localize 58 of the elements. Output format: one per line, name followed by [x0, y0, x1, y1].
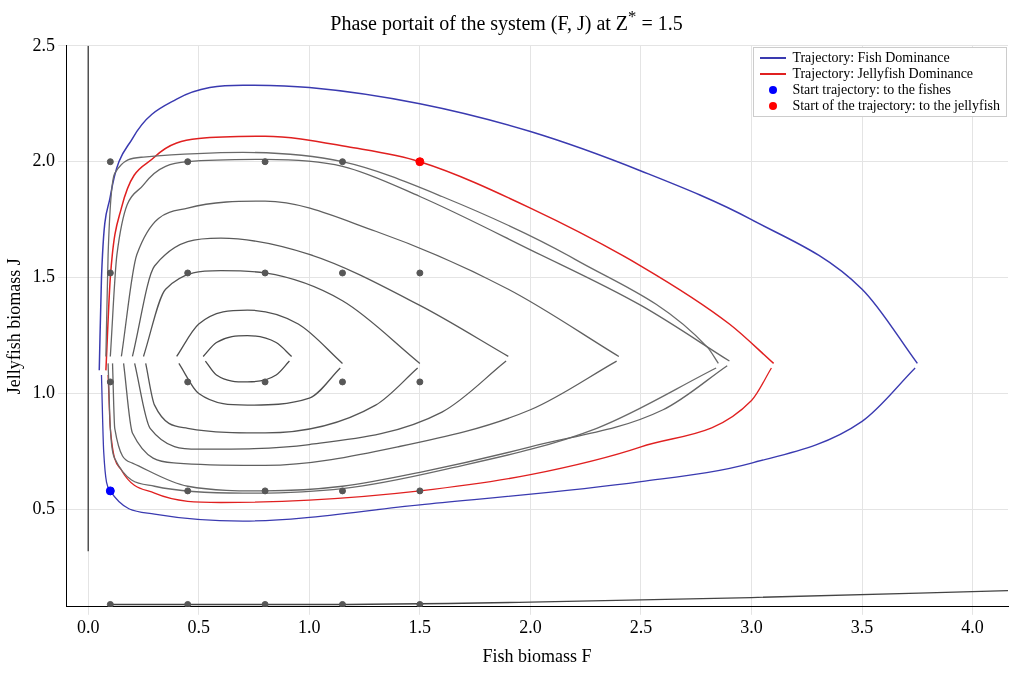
- point: [261, 378, 269, 386]
- legend-label: Start trajectory: to the fishes: [792, 81, 952, 98]
- point: [338, 600, 346, 607]
- point: [338, 378, 346, 386]
- line-series: [98, 84, 919, 372]
- point: [261, 158, 269, 166]
- point: [184, 378, 192, 386]
- point: [416, 269, 424, 277]
- y-tick-label: 0.5: [32, 498, 56, 519]
- y-tick-label: 1.0: [32, 382, 56, 403]
- line-series: [122, 360, 618, 467]
- chart-title: Phase portait of the system (F, J) at Z$^{*}$ = 1.5: [329, 6, 684, 34]
- x-tick-label: 3.0: [740, 617, 763, 638]
- x-tick-label: 1.0: [298, 617, 321, 638]
- line-series: [176, 309, 344, 365]
- point: [184, 269, 192, 277]
- line-series: [107, 367, 773, 504]
- legend-label: Trajectory: Fish Dominance: [792, 49, 950, 66]
- point: [416, 378, 424, 386]
- legend-label: Trajectory: Jellyfish Dominance: [792, 65, 974, 82]
- point: [184, 600, 192, 607]
- point: [338, 487, 346, 495]
- point: [261, 487, 269, 495]
- point: [415, 157, 425, 167]
- line-series: [142, 270, 421, 365]
- x-tick-label: 4.0: [961, 617, 984, 638]
- line-series: [100, 367, 916, 522]
- point: [105, 486, 115, 496]
- line-series: [131, 237, 509, 358]
- line-series: [145, 362, 419, 434]
- line-series: [133, 360, 507, 450]
- x-tick-label: 2.0: [519, 617, 542, 638]
- x-tick-label: 2.5: [629, 617, 653, 638]
- legend-label: Start of the trajectory: to the jellyfish: [792, 97, 1000, 114]
- point: [106, 269, 114, 277]
- x-tick-label: 0.0: [76, 617, 100, 638]
- x-tick-label: 3.5: [850, 617, 874, 638]
- line-series: [178, 362, 341, 406]
- x-tick-label: 0.5: [187, 617, 211, 638]
- point: [416, 487, 424, 495]
- line-series: [105, 135, 775, 372]
- point: [184, 158, 192, 166]
- y-tick-label: 2.0: [32, 150, 56, 171]
- line-series: [120, 200, 620, 358]
- point: [184, 487, 192, 495]
- point: [416, 600, 424, 607]
- x-axis-title: Fish biomass F: [482, 645, 592, 666]
- point: [261, 269, 269, 277]
- point: [338, 158, 346, 166]
- y-tick-label: 2.5: [32, 34, 56, 55]
- point: [106, 600, 114, 607]
- point: [106, 158, 114, 166]
- point: [338, 269, 346, 277]
- point: [106, 378, 114, 386]
- y-axis-title: Jellyfish biomass J: [3, 258, 24, 395]
- point: [261, 600, 269, 607]
- y-tick-label: 1.5: [32, 266, 56, 287]
- x-tick-label: 1.5: [408, 617, 432, 638]
